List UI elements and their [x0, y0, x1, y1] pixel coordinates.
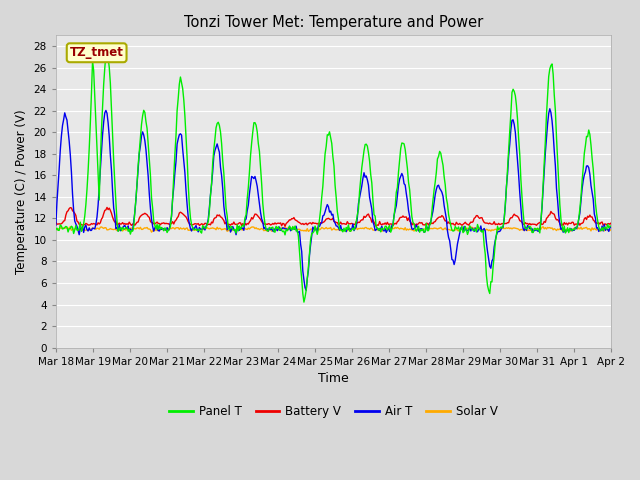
Solar V	[67, 224, 74, 229]
Solar V	[318, 225, 326, 230]
Battery V	[372, 224, 380, 229]
Solar V	[607, 227, 615, 232]
Y-axis label: Temperature (C) / Power (V): Temperature (C) / Power (V)	[15, 109, 28, 274]
Solar V	[509, 225, 517, 231]
Panel T	[321, 151, 329, 157]
Line: Panel T: Panel T	[56, 51, 611, 302]
Solar V	[355, 226, 362, 231]
Air T	[607, 224, 615, 229]
Solar V	[52, 227, 60, 232]
Battery V	[607, 220, 615, 226]
Air T	[302, 288, 310, 293]
Panel T	[318, 194, 326, 200]
Air T	[353, 215, 361, 221]
Air T	[320, 212, 328, 218]
Panel T	[607, 224, 615, 229]
Panel T	[385, 225, 392, 230]
Battery V	[52, 219, 60, 225]
Battery V	[103, 204, 111, 210]
Battery V	[353, 220, 361, 226]
Line: Solar V: Solar V	[56, 227, 611, 232]
Solar V	[596, 228, 604, 234]
Battery V	[317, 220, 324, 226]
Line: Air T: Air T	[56, 109, 611, 290]
Solar V	[321, 226, 329, 231]
X-axis label: Time: Time	[318, 372, 349, 385]
Panel T	[103, 48, 111, 54]
Panel T	[52, 227, 60, 232]
Air T	[383, 227, 391, 233]
Air T	[52, 223, 60, 228]
Text: TZ_tmet: TZ_tmet	[70, 46, 124, 59]
Line: Battery V: Battery V	[56, 207, 611, 227]
Battery V	[509, 213, 517, 218]
Battery V	[596, 221, 604, 227]
Panel T	[300, 299, 308, 305]
Solar V	[148, 229, 156, 235]
Panel T	[509, 86, 517, 92]
Air T	[508, 118, 516, 123]
Battery V	[320, 219, 328, 225]
Panel T	[596, 228, 604, 233]
Air T	[317, 221, 324, 227]
Battery V	[385, 222, 392, 228]
Air T	[546, 106, 554, 112]
Panel T	[355, 206, 362, 212]
Solar V	[385, 225, 392, 231]
Legend: Panel T, Battery V, Air T, Solar V: Panel T, Battery V, Air T, Solar V	[164, 400, 502, 423]
Air T	[596, 226, 604, 232]
Title: Tonzi Tower Met: Temperature and Power: Tonzi Tower Met: Temperature and Power	[184, 15, 483, 30]
